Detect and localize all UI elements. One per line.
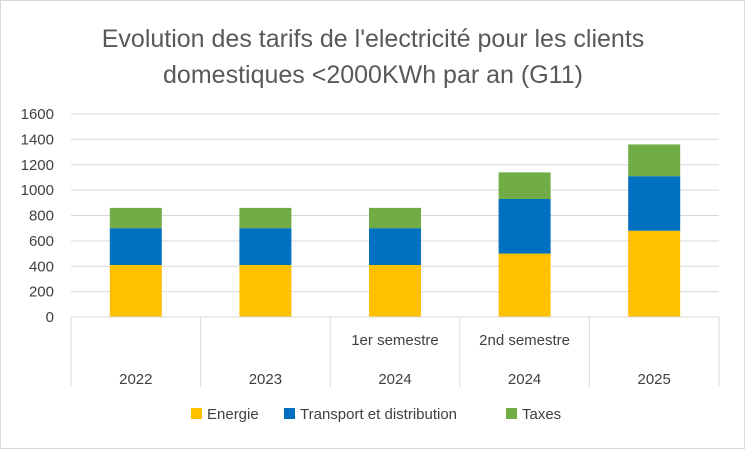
x-axis: 2022 2023 2024 1er semestre 2024 2nd semestre… [70, 316, 720, 388]
bar-transport-et-distribution [369, 228, 421, 265]
bar-taxes [628, 144, 681, 177]
bar-energie [628, 230, 681, 317]
bars [109, 144, 681, 317]
legend-swatch [506, 408, 517, 419]
legend-label: Taxes [522, 406, 561, 423]
legend-label: Energie [207, 406, 259, 423]
x-category-label: 2023 [249, 371, 282, 388]
bar-taxes [498, 172, 551, 200]
legend-label: Transport et distribution [300, 406, 457, 423]
x-category-sublabel: 1er semestre [351, 332, 439, 349]
bar-transport-et-distribution [498, 199, 551, 254]
legend-swatch [284, 408, 295, 419]
legend: Energie Transport et distribution Taxes [191, 406, 561, 423]
bar-energie [498, 253, 551, 317]
y-tick-label: 1000 [21, 182, 54, 199]
bar-transport-et-distribution [109, 228, 162, 265]
x-category-label: 2024 [508, 371, 541, 388]
y-axis-tick-labels: 0 200 400 600 800 1000 1200 1400 1600 [21, 106, 54, 326]
bar-transport-et-distribution [239, 228, 292, 265]
x-category-sublabel: 2nd semestre [479, 332, 570, 349]
bar-energie [109, 264, 162, 317]
bar-taxes [109, 207, 162, 229]
bar-energie [369, 264, 421, 317]
y-tick-label: 1400 [21, 131, 54, 148]
y-tick-label: 1600 [21, 106, 54, 123]
x-category-label: 2022 [119, 371, 152, 388]
y-tick-label: 1200 [21, 157, 54, 174]
bar-taxes [239, 207, 292, 229]
bar-taxes [369, 207, 421, 229]
y-tick-label: 0 [46, 309, 54, 326]
y-tick-label: 800 [29, 208, 54, 225]
legend-swatch [191, 408, 202, 419]
y-tick-label: 600 [29, 233, 54, 250]
bar-transport-et-distribution [628, 176, 681, 231]
x-category-label: 2025 [638, 371, 671, 388]
x-category-label: 2024 [378, 371, 411, 388]
y-tick-label: 200 [29, 284, 54, 301]
y-tick-label: 400 [29, 258, 54, 275]
chart-title-line-1: Evolution des tarifs de l'electricité po… [102, 25, 645, 53]
chart-title-line-2: domestiques <2000KWh par an (G11) [163, 61, 583, 89]
bar-energie [239, 264, 292, 317]
